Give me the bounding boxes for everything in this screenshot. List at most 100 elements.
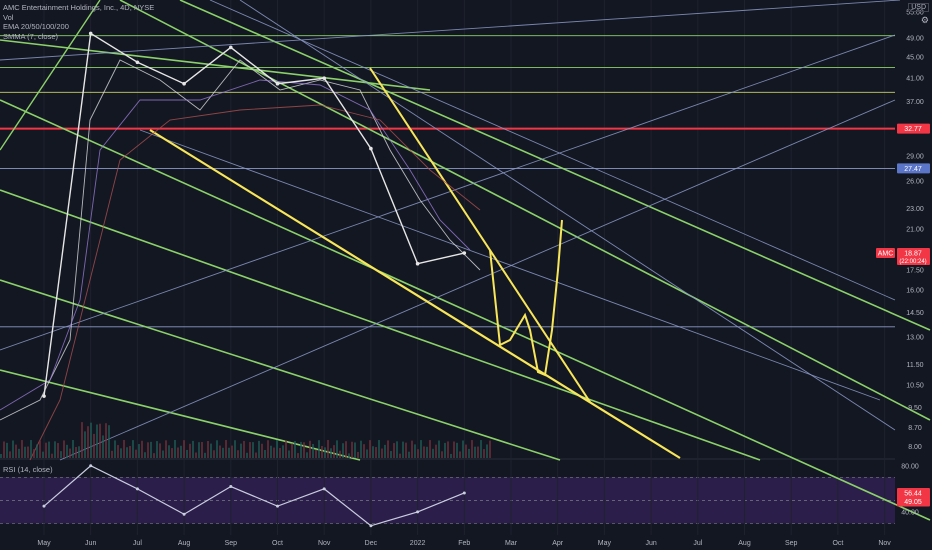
volume-bar <box>468 448 470 458</box>
volume-bar <box>480 440 482 458</box>
yellow-trendline <box>369 67 591 403</box>
volume-bar <box>423 446 425 458</box>
rsi-point <box>369 524 373 528</box>
volume-bar <box>66 444 68 458</box>
volume-bar <box>483 449 485 458</box>
volume-bar <box>438 440 440 458</box>
volume-bar <box>33 449 35 458</box>
volume-bar <box>381 448 383 458</box>
x-tick-label: Mar <box>505 540 518 547</box>
price-point <box>42 394 46 398</box>
volume-bar <box>237 450 239 458</box>
volume-bar <box>210 443 212 458</box>
volume-bar <box>363 444 365 458</box>
volume-bar <box>456 442 458 458</box>
volume-bar <box>39 440 41 458</box>
price-point <box>369 146 373 151</box>
volume-bar <box>288 450 290 458</box>
currency-badge[interactable]: USD <box>908 3 929 12</box>
volume-bar <box>234 440 236 458</box>
volume-bar <box>6 442 8 458</box>
volume-bar <box>354 442 356 458</box>
volume-bar <box>459 451 461 458</box>
volume-bar <box>474 446 476 458</box>
channel-line <box>0 189 761 461</box>
volume-bar <box>69 448 71 458</box>
volume-bar <box>105 423 107 458</box>
gear-icon[interactable]: ⚙ <box>920 15 929 25</box>
volume-bar <box>168 445 170 458</box>
volume-bar <box>153 453 155 458</box>
volume-bar <box>93 433 95 458</box>
price-tag <box>897 123 930 134</box>
y-tick-label: 14.50 <box>906 310 924 317</box>
trend-line <box>239 0 896 431</box>
volume-bar <box>342 443 344 458</box>
volume-bar <box>12 440 14 458</box>
price-tag <box>897 248 930 266</box>
rsi-point <box>416 510 420 514</box>
volume-bar <box>324 447 326 458</box>
y-tick-label: 10.50 <box>906 383 924 390</box>
rsi-tick-label: 40.00 <box>901 509 919 516</box>
volume-bar <box>222 447 224 458</box>
volume-bar <box>255 452 257 458</box>
volume-bar <box>165 440 167 458</box>
channel-line <box>0 0 101 151</box>
volume-bar <box>477 446 479 458</box>
x-tick-label: Nov <box>878 540 891 547</box>
volume-bar <box>471 440 473 458</box>
volume-bar <box>144 452 146 458</box>
indicator-ema[interactable]: EMA 20/50/100/200 <box>3 22 69 31</box>
x-tick-label: Feb <box>458 540 470 547</box>
volume-bar <box>132 440 134 458</box>
volume-bar <box>120 448 122 458</box>
volume-bar <box>192 440 194 458</box>
rsi-legend[interactable]: RSI (14, close) <box>3 465 53 474</box>
y-tick-label: 9.50 <box>908 405 922 412</box>
volume-bar <box>372 446 374 458</box>
indicator-vol[interactable]: Vol <box>3 12 14 22</box>
y-tick-label: 8.70 <box>908 425 922 432</box>
volume-bar <box>126 447 128 458</box>
volume-bar <box>444 442 446 458</box>
price-point <box>275 81 280 86</box>
volume-bar <box>174 440 176 458</box>
volume-bar <box>102 435 104 458</box>
x-tick-label: Aug <box>178 540 191 547</box>
x-tick-label: Sep <box>785 540 798 547</box>
rsi-point <box>182 512 186 516</box>
y-tick-label: 8.00 <box>908 444 922 451</box>
volume-bar <box>180 445 182 458</box>
volume-bar <box>297 453 299 458</box>
price-tag <box>897 163 930 174</box>
volume-bar <box>36 444 38 458</box>
volume-bar <box>348 453 350 458</box>
price-point <box>229 45 233 50</box>
rsi-tick-label: 80.00 <box>901 463 919 470</box>
volume-bar <box>231 445 233 458</box>
volume-bar <box>42 451 44 458</box>
moving-average-line <box>0 59 481 421</box>
volume-bar <box>414 444 416 458</box>
channel-line <box>0 279 561 461</box>
moving-average-line <box>0 79 471 411</box>
volume-bar <box>432 448 434 458</box>
volume-bar <box>408 451 410 458</box>
volume-bar <box>294 441 296 458</box>
indicator-smma[interactable]: SMMA (7, close) <box>3 31 59 41</box>
volume-bar <box>453 441 455 458</box>
volume-bar <box>27 446 29 458</box>
volume-bar <box>330 448 332 458</box>
volume-bar <box>345 441 347 458</box>
volume-bar <box>201 442 203 458</box>
volume-bar <box>462 440 464 458</box>
volume-bar <box>54 441 56 458</box>
volume-bar <box>48 441 50 458</box>
y-tick-label: 23.00 <box>906 206 924 213</box>
volume-bar <box>405 442 407 458</box>
volume-bar <box>300 441 302 458</box>
projection-path <box>489 219 563 377</box>
